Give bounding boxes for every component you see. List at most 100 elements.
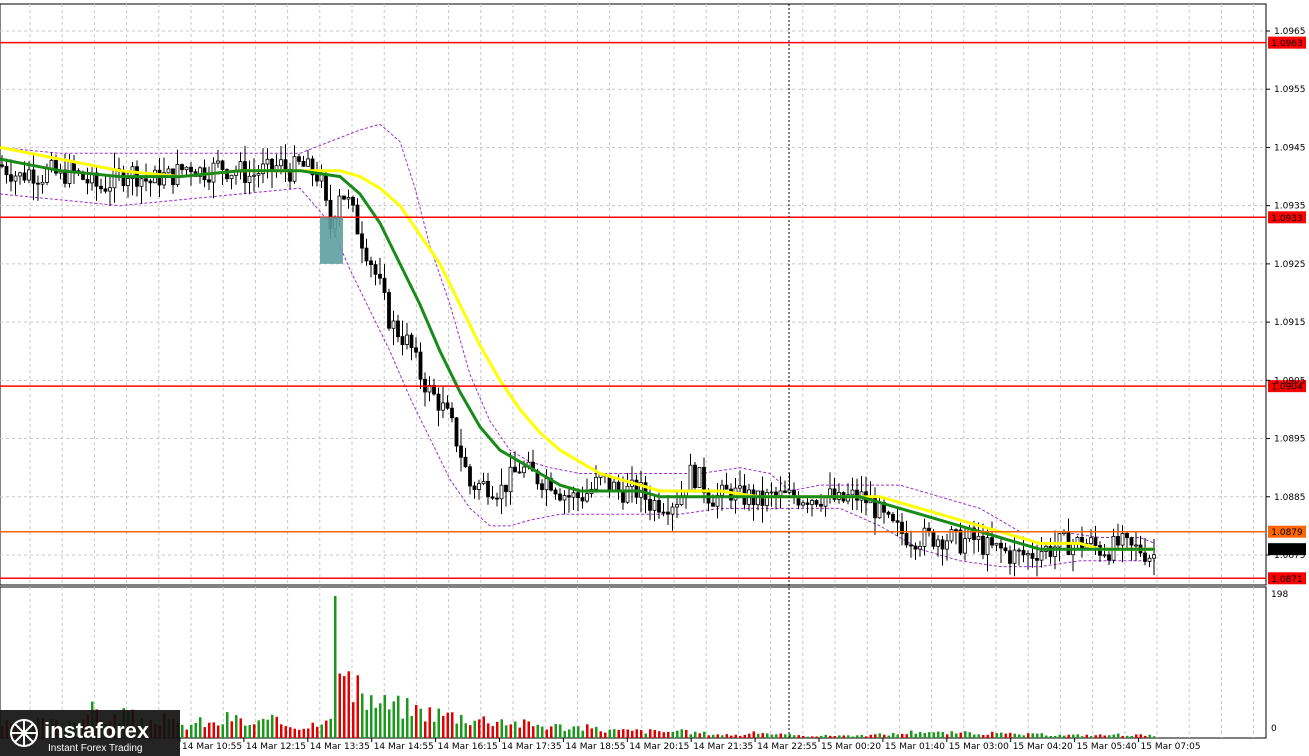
volume-bar (977, 734, 980, 738)
candle-body (229, 174, 234, 180)
time-label: 15 Mar 04:20 (1013, 742, 1073, 752)
candle-body (450, 407, 454, 419)
volume-bar (617, 730, 620, 738)
time-label: 14 Mar 22:55 (757, 742, 817, 752)
volume-bar (208, 722, 211, 738)
volume-bar (815, 736, 818, 738)
volume-bar (689, 734, 692, 738)
volume-bar (595, 726, 598, 738)
volume-bar (478, 719, 481, 738)
volume-bar (559, 724, 562, 738)
volume-bar (1081, 736, 1084, 738)
bollinger-upper (0, 123, 1156, 544)
candle-body (571, 492, 576, 498)
volume-bar (622, 729, 625, 738)
candle-body (994, 542, 999, 546)
volume-bar (779, 733, 782, 738)
volume-bar (415, 705, 418, 738)
candle-body (139, 178, 144, 187)
candle-body (472, 485, 477, 490)
candle-body (1017, 549, 1021, 552)
level-label-bg (1268, 525, 1306, 538)
volume-bar (563, 730, 566, 738)
volume-bar (275, 716, 278, 738)
candle-body (454, 417, 459, 447)
volume-bar (469, 725, 472, 738)
volume-bar (446, 712, 449, 738)
volume-bar (536, 724, 539, 738)
candle-body (1021, 550, 1026, 556)
candle-body (927, 527, 931, 532)
candle-body (562, 495, 567, 501)
volume-bar (734, 734, 737, 738)
candle-body (544, 478, 549, 491)
volume-bar (302, 728, 305, 738)
time-label: 14 Mar 14:55 (374, 742, 434, 752)
candle-body (301, 160, 306, 167)
volume-bar (410, 715, 413, 738)
volume-bar (392, 701, 395, 738)
volume-bar (658, 731, 661, 738)
volume-bar (1067, 734, 1070, 738)
volume-bar (878, 733, 881, 738)
volume-bar (748, 733, 751, 738)
volume-bar (419, 708, 422, 738)
volume-bar (1036, 733, 1039, 738)
candle-body (108, 187, 112, 192)
volume-bar (383, 695, 386, 738)
volume-bar (856, 735, 859, 738)
candle-body (1134, 544, 1138, 547)
price-tick-label: 1.0915 (1274, 318, 1306, 328)
candle-body (346, 196, 351, 200)
volume-bar (986, 734, 989, 738)
volume-bar (532, 726, 535, 738)
candle-body (1125, 533, 1129, 539)
volume-bar (941, 732, 944, 738)
volume-bar (1063, 735, 1066, 738)
candle-body (1057, 533, 1062, 548)
candle-body (382, 277, 387, 293)
volume-bar (316, 726, 319, 738)
candle-body (4, 165, 9, 176)
volume-bar (811, 736, 814, 738)
volume-bar (428, 707, 431, 738)
candle-body (657, 500, 661, 513)
candle-body (801, 502, 805, 506)
volume-bar (374, 707, 377, 738)
volume-bar (554, 724, 557, 738)
candle-body (981, 535, 985, 555)
volume-bar (608, 729, 611, 738)
candle-body (1152, 554, 1156, 559)
candle-body (949, 529, 954, 542)
candle-body (85, 179, 90, 184)
signal-box (320, 217, 343, 264)
candle-body (225, 169, 229, 180)
candle-body (976, 535, 981, 540)
volume-bar (266, 719, 269, 738)
volume-bar (1022, 735, 1025, 738)
volume-bar (244, 725, 247, 738)
volume-bar (284, 726, 287, 738)
volume-bar (964, 731, 967, 738)
volume-bar (230, 721, 233, 738)
volume-bar (671, 732, 674, 738)
volume-bar (352, 702, 355, 738)
candle-body (315, 174, 319, 182)
volume-bar (1085, 734, 1088, 738)
price-tick-label: 1.0925 (1274, 260, 1306, 270)
candle-body (355, 204, 360, 235)
volume-bar (793, 735, 796, 738)
volume-bar (739, 735, 742, 738)
candle-body (463, 456, 468, 468)
volume-bar (235, 715, 238, 738)
volume-bar (761, 733, 764, 738)
volume-panel (0, 586, 1267, 739)
price-tick-label: 1.0875 (1274, 551, 1306, 561)
volume-bar (1153, 736, 1156, 738)
candle-body (144, 178, 148, 182)
volume-bar (635, 729, 638, 738)
horizontal-levels: 1.0963 1.0933 1.0904 1.0879 1.0871 1.0876 (0, 36, 1306, 585)
logo-icon (10, 719, 38, 747)
logo-tagline: Instant Forex Trading (48, 743, 143, 754)
volume-bar (320, 724, 323, 738)
